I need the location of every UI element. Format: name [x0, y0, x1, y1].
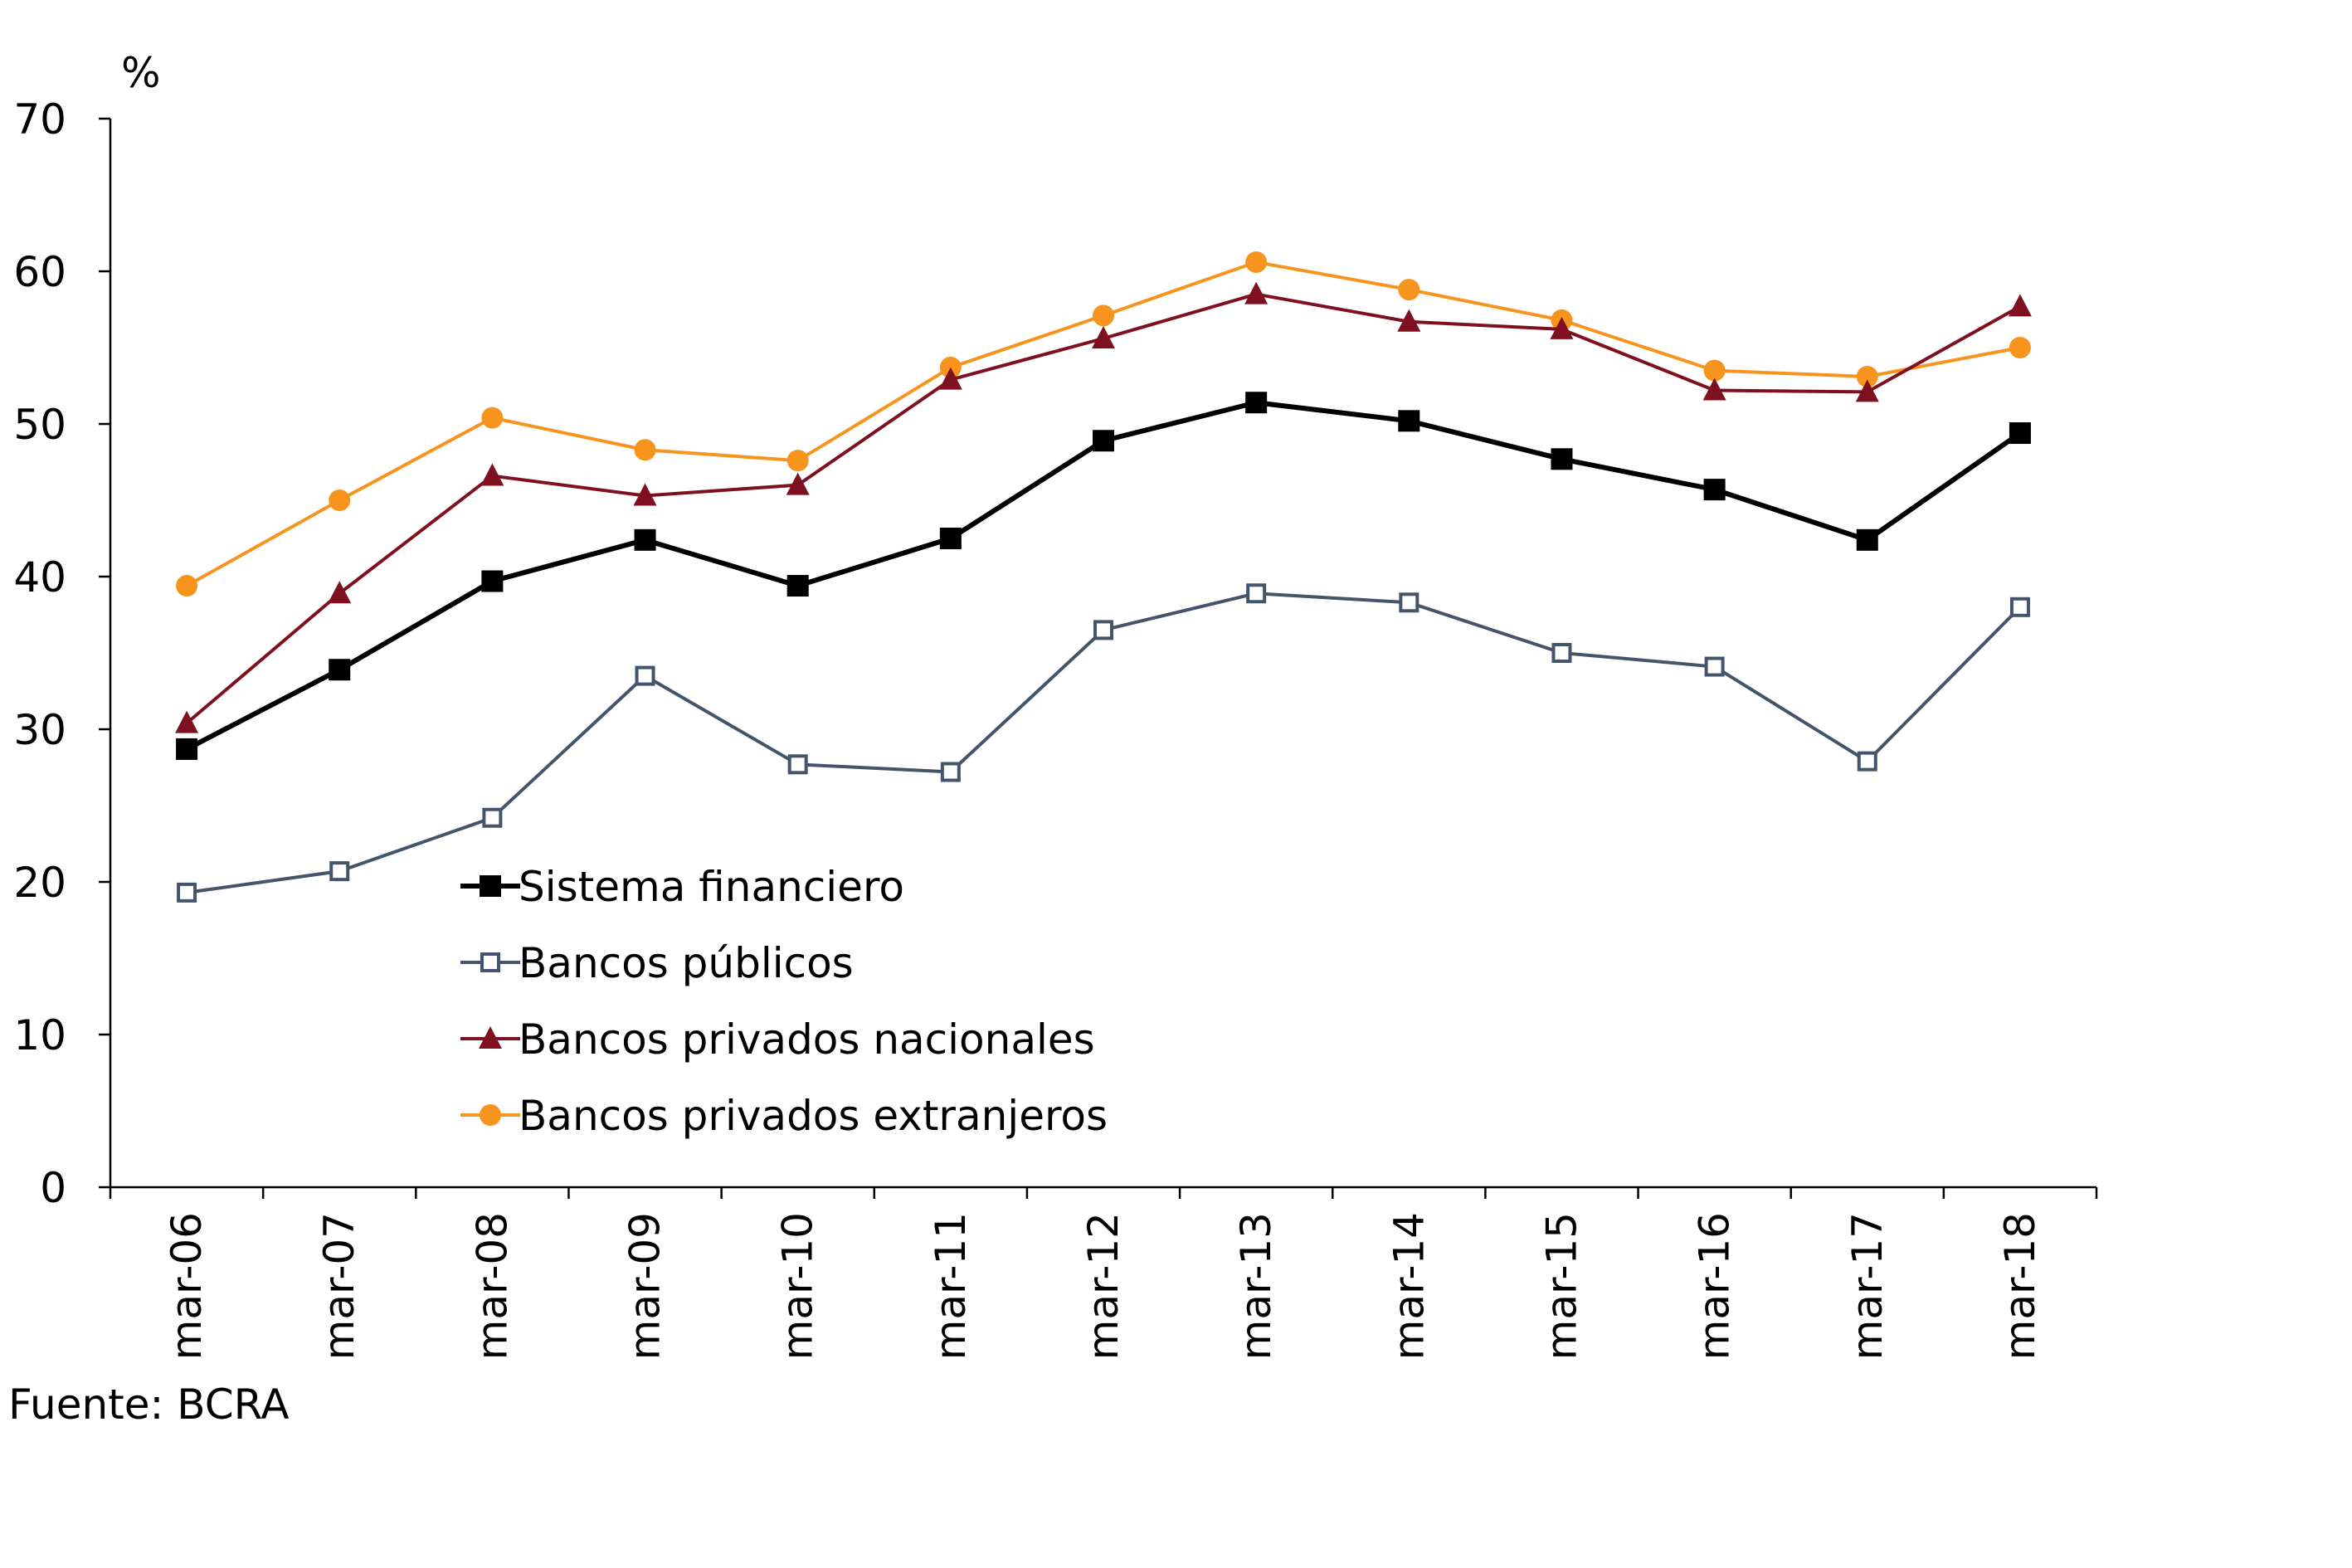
series-line	[185, 400, 2022, 752]
legend-item: Bancos públicos	[460, 939, 854, 987]
data-point	[1855, 379, 1879, 402]
source-note: Fuente: BCRA	[8, 1381, 290, 1429]
y-tick-label: 40	[13, 553, 66, 601]
legend-label: Bancos privados nacionales	[519, 1015, 1095, 1064]
data-point	[786, 575, 809, 597]
data-point	[940, 762, 961, 782]
data-point	[634, 439, 656, 461]
data-point	[1244, 281, 1269, 304]
x-tick-label: mar-14	[1385, 1212, 1433, 1360]
data-point	[1702, 377, 1726, 401]
data-point	[1246, 583, 1267, 604]
series-sistema-financiero	[176, 392, 2031, 760]
data-point	[329, 489, 351, 511]
data-point	[2009, 337, 2031, 358]
series-layer	[175, 251, 2032, 903]
data-point	[1245, 251, 1268, 273]
x-tick-label: mar-08	[468, 1212, 516, 1360]
legend-marker	[480, 875, 501, 897]
y-tick-label: 0	[40, 1164, 66, 1212]
data-point	[1398, 279, 1420, 301]
y-tick-label: 50	[13, 401, 66, 449]
data-point	[481, 570, 504, 592]
data-point	[1856, 365, 1878, 387]
data-point	[1093, 620, 1113, 640]
x-tick-label: mar-17	[1843, 1212, 1892, 1360]
data-point	[1245, 392, 1268, 414]
legend-item: Sistema financiero	[460, 863, 904, 911]
data-point	[176, 575, 198, 597]
data-point	[1551, 643, 1572, 663]
data-point	[176, 738, 198, 760]
data-point	[1703, 359, 1726, 382]
data-point	[1550, 316, 1574, 339]
data-point	[328, 581, 352, 604]
data-point	[1093, 304, 1114, 327]
x-tick-label: mar-06	[163, 1212, 211, 1360]
data-point	[635, 665, 655, 686]
data-point	[1551, 448, 1573, 470]
series-bancos-privados-extranjeros	[176, 251, 2031, 597]
data-point	[2008, 294, 2032, 317]
x-tick-label: mar-11	[927, 1212, 975, 1360]
data-point	[939, 528, 962, 549]
data-point	[1704, 656, 1725, 677]
x-tick-label: mar-18	[1996, 1212, 2044, 1360]
data-point	[175, 710, 199, 733]
axes	[109, 119, 2096, 1189]
data-point	[1398, 410, 1420, 432]
data-point	[634, 528, 656, 551]
data-point	[1857, 751, 1877, 772]
y-tick-label: 30	[13, 706, 66, 754]
data-point	[938, 367, 962, 390]
x-tick-label: mar-16	[1691, 1212, 1739, 1360]
data-point	[177, 882, 197, 903]
legend: Sistema financiero Bancos públicos Bancos …	[460, 863, 1108, 1140]
data-point	[786, 472, 810, 495]
x-tick-label: mar-13	[1232, 1212, 1280, 1360]
legend-label: Sistema financiero	[519, 863, 904, 911]
legend-label: Bancos públicos	[519, 939, 854, 987]
data-point	[1703, 479, 1726, 501]
data-point	[786, 450, 809, 472]
legend-item: Bancos privados extranjeros	[460, 1092, 1108, 1140]
legend-label: Bancos privados extranjeros	[519, 1092, 1108, 1140]
data-point	[1399, 592, 1419, 613]
data-point	[787, 754, 808, 775]
legend-marker	[479, 1026, 502, 1049]
data-point	[2009, 422, 2031, 445]
legend-marker	[480, 1104, 501, 1126]
x-tick-label: mar-15	[1537, 1212, 1585, 1360]
data-point	[1397, 309, 1421, 332]
x-tick-label: mar-10	[774, 1212, 822, 1360]
series-line	[185, 292, 2021, 725]
data-point	[2009, 597, 2030, 617]
y-tick-label: 60	[13, 248, 66, 296]
y-tick-label: 20	[13, 859, 66, 907]
legend-item: Bancos privados nacionales	[460, 1015, 1095, 1064]
data-point	[1856, 528, 1878, 551]
y-tick-label: 10	[13, 1011, 66, 1059]
data-point	[482, 807, 503, 828]
series-bancos-p-blicos	[177, 583, 2030, 903]
data-point	[633, 483, 657, 506]
series-bancos-privados-nacionales	[175, 281, 2032, 733]
legend-marker	[480, 952, 500, 972]
x-tick-label: mar-07	[315, 1212, 363, 1360]
x-tick-label: mar-12	[1079, 1212, 1127, 1360]
x-tick-label: mar-09	[621, 1212, 670, 1360]
data-point	[481, 407, 504, 429]
data-point	[329, 659, 351, 681]
data-point	[480, 463, 504, 486]
y-axis-ticks: 0 10 20 30 40 50 60 70	[13, 95, 110, 1212]
x-axis-ticks: mar-06 mar-07 mar-08 mar-09 mar-10 mar-11 mar-…	[109, 1187, 2098, 1360]
y-axis-unit-label: %	[121, 49, 161, 97]
y-tick-label: 70	[13, 95, 66, 144]
data-point	[1093, 430, 1114, 452]
data-point	[1092, 325, 1115, 348]
data-point	[329, 861, 350, 882]
